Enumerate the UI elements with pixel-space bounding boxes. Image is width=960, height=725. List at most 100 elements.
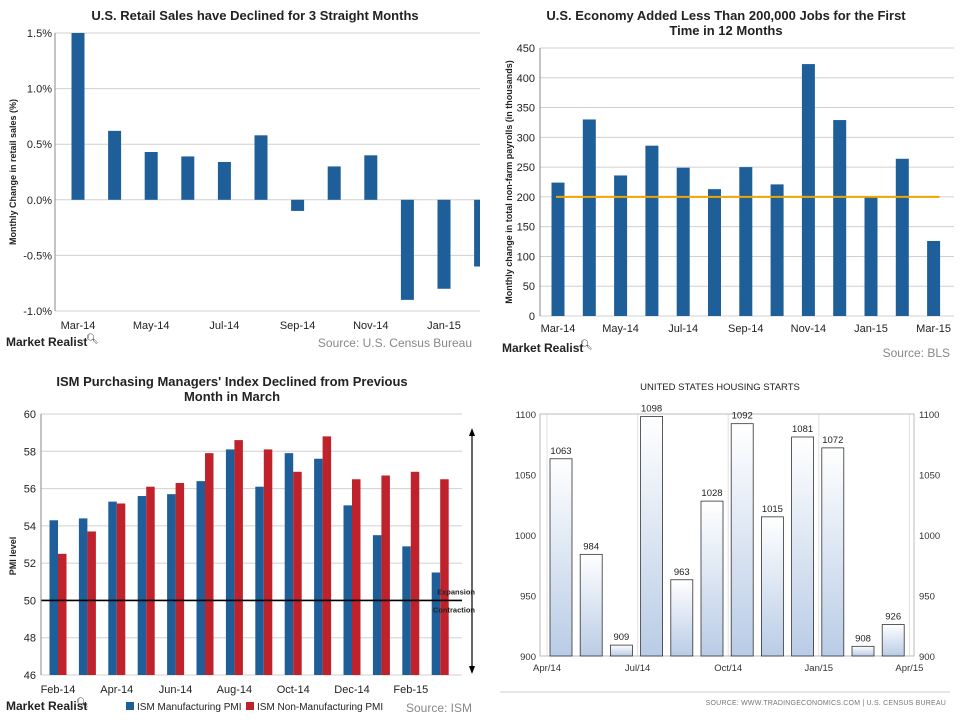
retail-sales-chart: U.S. Retail Sales have Declined for 3 St…: [0, 0, 488, 360]
data-label: 1028: [701, 488, 722, 499]
bar: [770, 184, 784, 316]
retail-sales-svg: U.S. Retail Sales have Declined for 3 St…: [6, 8, 488, 350]
arrow-head-down: [469, 666, 475, 674]
x-tick-label: Mar-15: [916, 323, 951, 335]
legend-label-manufacturing: ISM Manufacturing PMI: [137, 702, 241, 713]
bar: [582, 119, 596, 316]
y-tick-label-right: 950: [919, 592, 935, 603]
bar-non-manufacturing: [87, 531, 96, 675]
bar-non-manufacturing: [381, 475, 390, 675]
x-tick-label: Apr/15: [895, 663, 923, 674]
y-axis-label: Monthly Change in retail sales (%): [8, 99, 18, 245]
chart-title-line-2: Time in 12 Months: [669, 23, 782, 38]
x-tick-label: Apr/14: [533, 663, 561, 674]
x-tick-label: May-14: [133, 320, 170, 332]
bar: [760, 516, 784, 657]
bar-manufacturing: [284, 453, 294, 675]
y-tick-label: 50: [523, 281, 535, 293]
y-axis-label: PMI level: [8, 537, 18, 576]
y-tick-label: 0.0%: [27, 195, 52, 207]
x-tick-label: Jan-15: [854, 323, 888, 335]
magnifier-icon: 🔍︎: [580, 339, 593, 351]
bar-manufacturing: [372, 535, 382, 675]
y-tick-label: 200: [517, 192, 535, 204]
x-tick-label: Sep-14: [280, 320, 315, 332]
y-axis-label: Monthly change in total non-farm payroll…: [504, 60, 514, 304]
x-tick-label: Jan-15: [427, 320, 461, 332]
data-label: 1081: [792, 424, 813, 435]
x-tick-label: Mar-14: [61, 320, 96, 332]
data-label: 963: [674, 567, 690, 578]
y-tick-label: 250: [517, 162, 535, 174]
bar: [614, 175, 628, 316]
y-tick-label-left: 1000: [515, 531, 536, 542]
bar-manufacturing: [255, 486, 264, 675]
y-tick-label: 100: [517, 251, 535, 263]
y-tick-label-left: 1100: [516, 410, 536, 421]
bar-manufacturing: [225, 449, 235, 675]
chart-title-line-1: U.S. Economy Added Less Than 200,000 Job…: [546, 8, 906, 23]
bar-manufacturing: [343, 505, 352, 675]
y-tick-label: 350: [517, 103, 535, 115]
y-tick-label: 60: [24, 409, 36, 421]
y-tick-label: 400: [517, 73, 535, 85]
bar: [640, 416, 664, 657]
bar: [833, 120, 847, 316]
bar: [144, 151, 158, 200]
y-tick-label: 0.5%: [27, 139, 52, 151]
contraction-label: Contraction: [433, 605, 476, 614]
bar: [71, 33, 85, 200]
y-tick-label: 300: [517, 132, 535, 144]
bar: [739, 167, 753, 316]
y-tick-label: 56: [24, 484, 36, 496]
bar: [364, 155, 378, 200]
y-tick-label-right: 1050: [919, 471, 940, 482]
y-tick-label: 48: [24, 633, 36, 645]
chart-title-line-1: ISM Purchasing Managers' Index Declined …: [56, 374, 407, 389]
housing-starts-chart: UNITED STATES HOUSING STARTS 1063 984 909 1…: [480, 360, 960, 720]
source-label: Source: ISM: [406, 701, 472, 715]
data-label: 1092: [732, 411, 753, 422]
bar: [108, 130, 122, 200]
y-tick-label: 450: [517, 43, 535, 55]
housing-svg: UNITED STATES HOUSING STARTS 1063 984 909 1…: [500, 382, 950, 707]
brand-logo: Market Realist: [502, 341, 583, 355]
bar: [609, 644, 633, 657]
bar-manufacturing: [137, 496, 147, 675]
legend-label-non-manufacturing: ISM Non-Manufacturing PMI: [257, 702, 383, 713]
source-label: SOURCE: WWW.TRADINGECONOMICS.COM | U.S. …: [706, 700, 946, 707]
bar: [645, 145, 659, 316]
bar-non-manufacturing: [440, 479, 449, 675]
x-tick-label: Jun-14: [159, 684, 193, 696]
x-tick-label: Dec-14: [334, 684, 369, 696]
bar: [181, 156, 195, 200]
bar: [881, 624, 905, 657]
y-tick-label: 58: [24, 446, 36, 458]
bar-non-manufacturing: [58, 553, 67, 675]
bar-non-manufacturing: [205, 453, 214, 675]
data-label: 908: [855, 633, 871, 644]
bar-manufacturing: [49, 520, 58, 675]
chart-title: U.S. Retail Sales have Declined for 3 St…: [91, 8, 418, 23]
x-tick-label: Feb-14: [41, 684, 76, 696]
y-tick-label: 52: [24, 558, 36, 570]
y-tick-label-left: 1050: [515, 471, 536, 482]
x-tick-label: Jul-14: [209, 320, 239, 332]
y-tick-label-right: 900: [919, 652, 935, 663]
x-tick-label: Jul-14: [668, 323, 698, 335]
bar: [821, 447, 845, 657]
magnifier-icon: 🔍︎: [76, 697, 89, 709]
y-tick-label-right: 1100: [919, 410, 939, 421]
bar: [676, 167, 690, 316]
bar: [400, 199, 414, 300]
y-tick-label-right: 1000: [919, 531, 940, 542]
bar-manufacturing: [314, 458, 323, 675]
data-label: 926: [885, 612, 901, 623]
chart-title: UNITED STATES HOUSING STARTS: [640, 382, 800, 393]
bar: [927, 240, 941, 316]
ism-pmi-chart: ISM Purchasing Managers' Index Declined …: [0, 360, 480, 720]
chart-title-line-2: Month in March: [184, 389, 280, 404]
x-tick-label: Jan/15: [805, 663, 834, 674]
x-tick-label: Sep-14: [728, 323, 763, 335]
bar: [801, 64, 815, 316]
